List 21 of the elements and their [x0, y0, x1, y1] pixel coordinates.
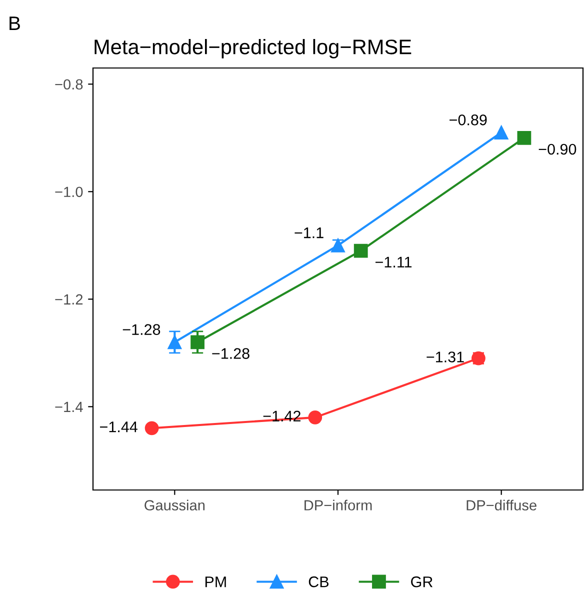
- data-label: −1.31: [426, 352, 464, 362]
- legend-label: GR: [411, 576, 432, 588]
- y-tick-label: −0.8: [55, 79, 83, 90]
- x-tick-label: Gaussian: [144, 500, 205, 510]
- data-label: −1.28: [212, 348, 250, 359]
- y-tick-label: −1.2: [55, 294, 83, 304]
- y-tick-label: −1.4: [55, 402, 83, 412]
- data-label: −1.1: [294, 228, 324, 238]
- legend-label: PM: [205, 576, 226, 588]
- data-label: −1.42: [263, 410, 300, 422]
- data-label: −1.11: [376, 256, 412, 268]
- chart-title: Meta−model−predicted log−RMSE: [94, 39, 412, 58]
- x-tick-label: DP−inform: [304, 500, 372, 510]
- data-label: −1.28: [122, 324, 160, 335]
- data-label: −0.89: [450, 114, 487, 126]
- text: B: [10, 16, 20, 30]
- data-label: −0.90: [538, 144, 576, 155]
- data-label: −1.44: [100, 422, 138, 432]
- legend-label: CB: [308, 576, 329, 588]
- x-tick-label: DP−diffuse: [466, 500, 536, 510]
- y-tick-label: −1.0: [55, 186, 83, 198]
